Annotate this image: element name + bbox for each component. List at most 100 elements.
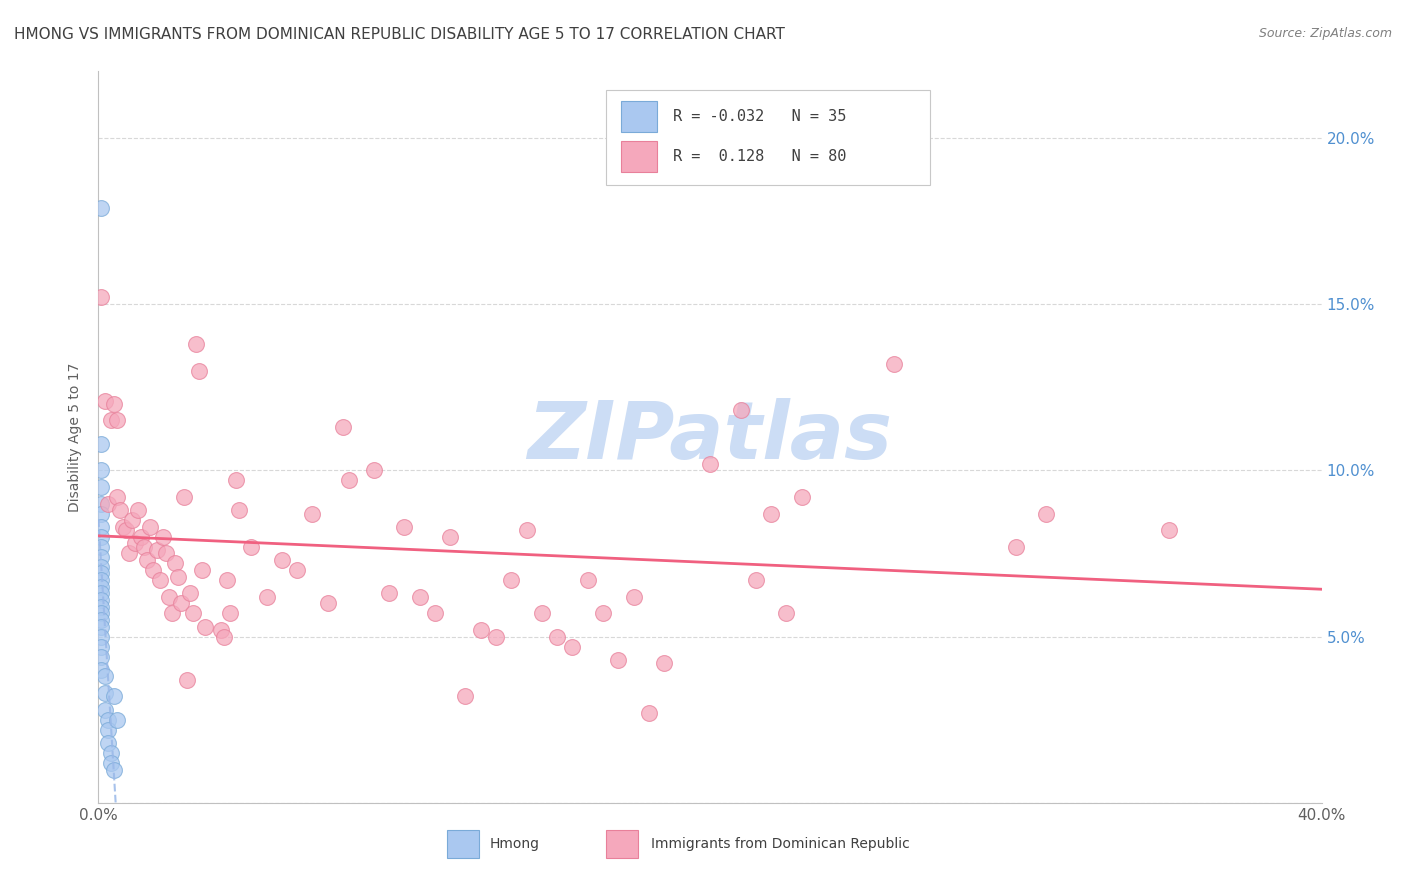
Point — [90, 549, 112, 564]
Point — [90, 613, 112, 627]
Point — [103, 397, 125, 411]
Point — [103, 690, 125, 704]
Point — [90, 593, 112, 607]
Point — [100, 413, 122, 427]
Point — [90, 497, 112, 511]
Point — [139, 520, 162, 534]
Point — [485, 630, 508, 644]
Point — [699, 457, 721, 471]
Point — [129, 530, 152, 544]
Point — [623, 590, 645, 604]
Point — [93, 393, 115, 408]
Point — [592, 607, 614, 621]
Point — [301, 507, 323, 521]
Point — [191, 563, 214, 577]
Point — [173, 490, 195, 504]
Point — [97, 713, 120, 727]
FancyBboxPatch shape — [447, 830, 479, 858]
FancyBboxPatch shape — [620, 102, 658, 132]
Point — [90, 586, 112, 600]
Point — [332, 420, 354, 434]
Point — [90, 520, 112, 534]
Point — [256, 590, 278, 604]
Point — [90, 540, 112, 554]
Text: Hmong: Hmong — [489, 837, 540, 851]
Point — [118, 546, 141, 560]
Point — [240, 540, 263, 554]
Point — [93, 669, 115, 683]
Point — [90, 507, 112, 521]
Point — [157, 590, 180, 604]
Point — [103, 763, 125, 777]
Point — [90, 566, 112, 581]
Point — [1157, 523, 1180, 537]
Point — [576, 573, 599, 587]
Point — [516, 523, 538, 537]
Point — [176, 673, 198, 687]
Point — [316, 596, 339, 610]
Point — [501, 573, 523, 587]
Point — [127, 503, 149, 517]
Point — [90, 201, 112, 215]
Point — [145, 543, 167, 558]
Point — [170, 596, 193, 610]
Point — [188, 363, 211, 377]
Point — [149, 573, 172, 587]
Point — [108, 503, 131, 517]
Point — [115, 523, 138, 537]
Point — [90, 290, 112, 304]
Text: Immigrants from Dominican Republic: Immigrants from Dominican Republic — [651, 837, 910, 851]
Text: R = -0.032   N = 35: R = -0.032 N = 35 — [673, 109, 846, 124]
Point — [152, 530, 174, 544]
Text: Source: ZipAtlas.com: Source: ZipAtlas.com — [1258, 27, 1392, 40]
Point — [215, 573, 238, 587]
Point — [111, 520, 134, 534]
Point — [163, 557, 186, 571]
Point — [97, 497, 120, 511]
Point — [423, 607, 446, 621]
Point — [454, 690, 477, 704]
Point — [194, 619, 217, 633]
Point — [100, 756, 122, 770]
Point — [530, 607, 553, 621]
Point — [93, 686, 115, 700]
FancyBboxPatch shape — [620, 141, 658, 171]
Point — [155, 546, 177, 560]
Point — [90, 619, 112, 633]
Point — [179, 586, 201, 600]
Point — [90, 436, 112, 450]
Point — [160, 607, 183, 621]
Point — [470, 623, 492, 637]
Point — [186, 337, 208, 351]
Point — [124, 536, 146, 550]
Point — [652, 656, 675, 670]
Point — [90, 559, 112, 574]
Point — [90, 580, 112, 594]
Point — [90, 630, 112, 644]
Point — [90, 530, 112, 544]
Point — [439, 530, 461, 544]
Point — [337, 473, 360, 487]
FancyBboxPatch shape — [606, 90, 931, 185]
Point — [1004, 540, 1026, 554]
Point — [90, 573, 112, 587]
Point — [90, 663, 112, 677]
Point — [363, 463, 385, 477]
Point — [408, 590, 430, 604]
Point — [90, 649, 112, 664]
Point — [100, 746, 122, 760]
Point — [228, 503, 250, 517]
Point — [90, 607, 112, 621]
Point — [181, 607, 204, 621]
Point — [136, 553, 159, 567]
Point — [1035, 507, 1057, 521]
Point — [93, 703, 115, 717]
Point — [607, 653, 630, 667]
Point — [561, 640, 583, 654]
Point — [134, 540, 156, 554]
Point — [105, 413, 128, 427]
Point — [97, 723, 120, 737]
Point — [209, 623, 232, 637]
Point — [90, 599, 112, 614]
Point — [121, 513, 143, 527]
